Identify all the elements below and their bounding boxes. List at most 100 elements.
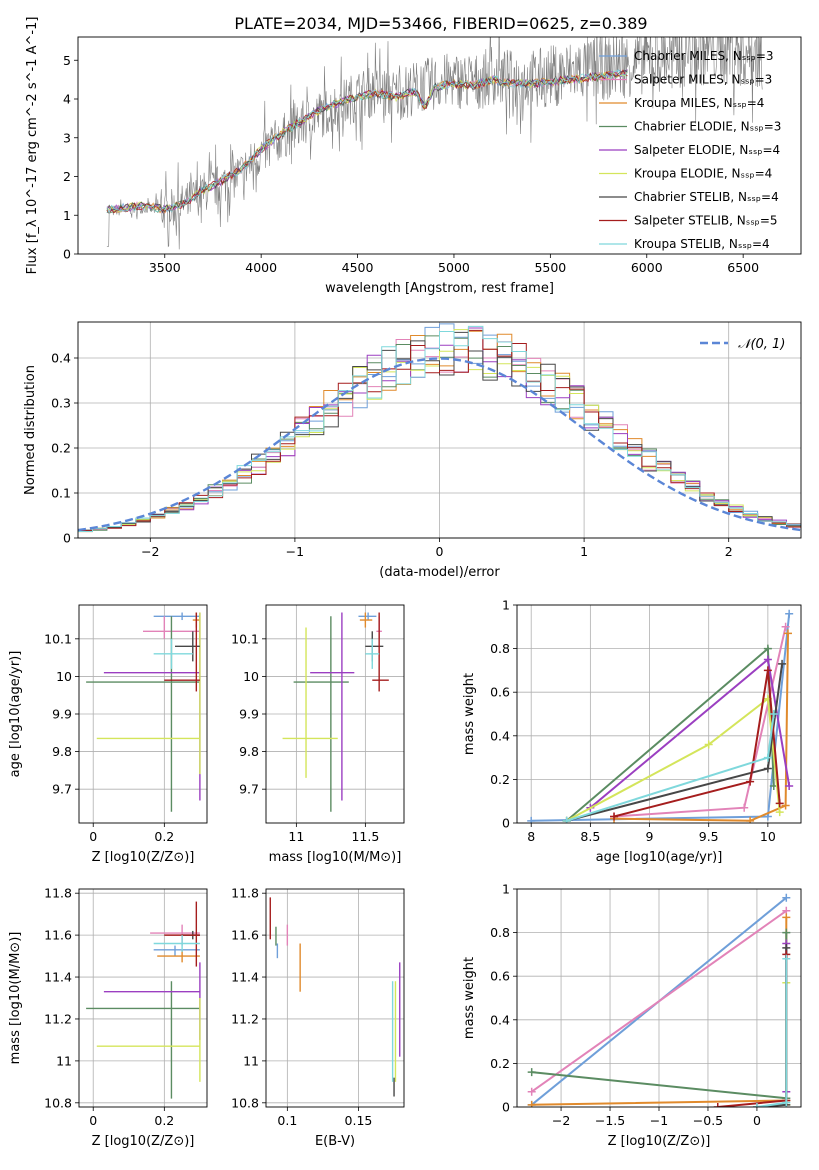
y-tick-label: 0.4 — [490, 1012, 510, 1027]
y-tick-label: 0.2 — [490, 1056, 510, 1071]
legend-label: Salpeter ELODIE, Nₛₛₚ=4 — [634, 143, 780, 157]
mass-weight-line — [717, 954, 788, 1107]
x-tick-label: 1 — [580, 544, 588, 559]
y-tick-label: 0.8 — [490, 641, 510, 656]
mass-weight-marker — [775, 808, 784, 817]
age-vs-mass-panel: 11 11.5 9.7 9.8 9.9 10 10.1 mass [log10(M/M⊙)] — [231, 604, 405, 865]
mass-weight-marker — [782, 928, 791, 937]
y-tick-label: 11 — [243, 1053, 259, 1068]
mass-weight-marker — [527, 1087, 536, 1096]
y-tick-label: 0.3 — [51, 396, 71, 411]
x-tick-label: −1.5 — [595, 1113, 625, 1128]
legend-label: 𝒩(0, 1) — [738, 337, 785, 352]
legend-label: Salpeter MILES, Nₛₛₚ=3 — [634, 73, 772, 87]
x-tick-label: 8.5 — [580, 829, 600, 844]
model-fit-line — [106, 69, 628, 215]
x-axis-label: age [log10(age/yr)] — [596, 850, 723, 865]
y-tick-label: 0 — [502, 816, 510, 831]
figure-title: PLATE=2034, MJD=53466, FIBERID=0625, z=0… — [234, 14, 647, 33]
mass-weight-marker — [769, 710, 778, 718]
legend-label: Salpeter STELIB, Nₛₛₚ=5 — [634, 214, 778, 228]
y-tick-label: 10.8 — [44, 1095, 72, 1110]
spectrum-data-line — [106, 37, 763, 250]
y-tick-label: 1 — [502, 882, 510, 897]
spectrum-panel: 3500 4000 4500 5000 5500 6000 6500 0 1 2 3 4 5 wavele… — [25, 17, 802, 296]
x-tick-label: 11.5 — [351, 829, 379, 844]
legend-label: Kroupa STELIB, Nₛₛₚ=4 — [634, 237, 770, 251]
y-tick-label: 11.8 — [44, 886, 72, 901]
mass-weight-vs-metallicity-panel: −2 −1.5 −1 −0.5 0 0 0.2 0.4 0.6 0.8 1 Z [log10(Z/Z⊙… — [462, 882, 802, 1149]
plot-area — [106, 37, 763, 250]
mass-weight-marker — [713, 1103, 722, 1107]
x-tick-label: −2 — [552, 1113, 570, 1128]
mass-weight-marker — [763, 764, 772, 773]
plot-frame — [77, 36, 802, 255]
mass-weight-marker — [746, 816, 755, 823]
y-tick-label: 1 — [63, 208, 71, 223]
mass-weight-marker — [763, 644, 772, 653]
mass-weight-marker — [782, 893, 791, 902]
legend-label: Chabrier MILES, Nₛₛₚ=3 — [634, 49, 774, 63]
y-tick-label: 1 — [502, 598, 510, 613]
y-tick-label: 10.8 — [231, 1095, 259, 1110]
legend-label: Chabrier ELODIE, Nₛₛₚ=3 — [634, 120, 781, 134]
x-tick-label: −2 — [141, 544, 159, 559]
y-tick-label: 11.4 — [44, 970, 72, 985]
plot-area — [527, 893, 791, 1107]
mass-weight-line — [756, 958, 788, 1107]
y-tick-label: 10 — [56, 669, 72, 684]
mass-weight-line — [613, 633, 789, 822]
x-tick-label: 4500 — [342, 260, 374, 275]
mass-weight-marker — [782, 913, 791, 922]
y-tick-label: 10.1 — [231, 631, 259, 646]
y-tick-label: 11.2 — [231, 1011, 259, 1026]
x-tick-label: 2 — [725, 544, 733, 559]
x-axis-label: wavelength [Angstrom, rest frame] — [325, 281, 554, 296]
x-tick-label: 0.1 — [277, 1113, 297, 1128]
y-axis-label: Normed distribution — [23, 365, 38, 495]
x-tick-label: 4000 — [245, 260, 277, 275]
mass-weight-marker — [740, 803, 749, 812]
plot-frame — [78, 888, 208, 1108]
model-fit-line — [106, 69, 628, 214]
y-tick-label: 11.4 — [231, 970, 259, 985]
mass-weight-marker — [781, 801, 790, 810]
legend-label: Kroupa MILES, Nₛₛₚ=4 — [634, 96, 764, 110]
mass-weight-marker — [782, 1098, 791, 1107]
x-axis-label: Z [log10(Z/Z⊙)] — [608, 1134, 711, 1149]
mass-weight-marker — [782, 954, 791, 963]
plot-area — [86, 612, 201, 812]
x-axis-label: Z [log10(Z/Z⊙)] — [92, 850, 195, 865]
mass-weight-line — [589, 657, 791, 809]
mass-weight-line — [566, 663, 784, 822]
y-tick-label: 11.6 — [44, 928, 72, 943]
x-tick-label: 5500 — [534, 260, 566, 275]
x-axis-label: mass [log10(M/M⊙)] — [269, 850, 402, 865]
residual-histogram-step — [78, 325, 801, 532]
y-tick-label: 0.6 — [490, 685, 510, 700]
y-tick-label: 0.2 — [490, 772, 510, 787]
x-tick-label: −1 — [650, 1113, 668, 1128]
y-tick-label: 10 — [243, 669, 259, 684]
x-tick-label: 0 — [89, 1113, 97, 1128]
mass-weight-marker — [775, 799, 784, 808]
mass-weight-marker — [610, 812, 619, 821]
mass-weight-marker — [763, 655, 772, 664]
y-axis-label: age [log10(age/yr)] — [8, 651, 23, 778]
y-axis-label: Flux [f_λ 10^-17 erg cm^-2 s^-1 A^-1] — [25, 17, 40, 275]
x-tick-label: 0 — [436, 544, 444, 559]
x-tick-label: 0 — [753, 1113, 761, 1128]
age-vs-metallicity-panel: 0 0.2 9.7 9.8 9.9 10 10.1 Z [log10(Z/Z⊙)] age [l… — [8, 604, 208, 865]
y-tick-label: 11.8 — [231, 886, 259, 901]
x-tick-label: 10 — [760, 829, 776, 844]
x-tick-label: 0.2 — [154, 829, 174, 844]
mass-weight-line — [566, 696, 781, 822]
x-tick-label: 9 — [646, 829, 654, 844]
x-axis-label: Z [log10(Z/Z⊙)] — [92, 1134, 195, 1149]
y-tick-label: 0.4 — [490, 728, 510, 743]
mass-weight-marker — [562, 816, 571, 823]
mass-weight-marker — [785, 781, 794, 790]
plot-area — [269, 897, 401, 1097]
plot-frame — [265, 888, 405, 1108]
x-tick-label: 11 — [288, 829, 304, 844]
